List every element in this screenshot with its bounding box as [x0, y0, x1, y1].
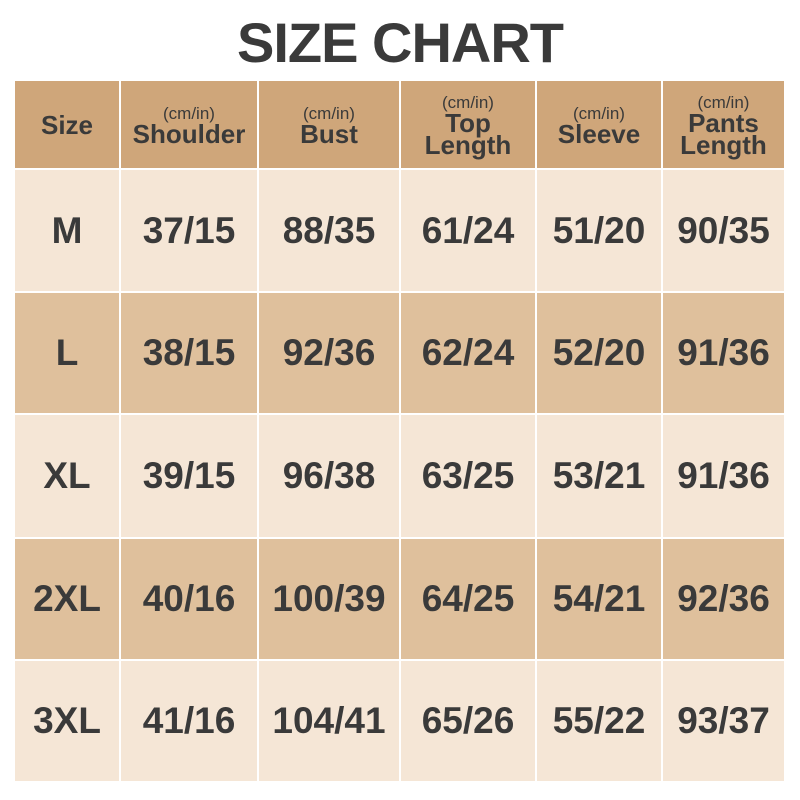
measurement-cell: 55/22 [537, 661, 661, 781]
measurement-cell: 65/26 [401, 661, 535, 781]
size-cell: 2XL [15, 539, 119, 659]
size-table: Size (cm/in) Shoulder (cm/in) Bust (cm/in) Top… [15, 81, 784, 781]
measurement-cell: 100/39 [259, 539, 399, 659]
size-cell: L [15, 293, 119, 413]
measurement-cell: 38/15 [121, 293, 257, 413]
header-cell: (cm/in) Bust [259, 81, 399, 168]
measurement-cell: 62/24 [401, 293, 535, 413]
header-cell: (cm/in) Top Length [401, 81, 535, 168]
size-cell: M [15, 170, 119, 291]
header-unit: (cm/in) [303, 103, 355, 123]
measurement-cell: 40/16 [121, 539, 257, 659]
measurement-cell: 96/38 [259, 415, 399, 537]
measurement-cell: 41/16 [121, 661, 257, 781]
measurement-cell: 39/15 [121, 415, 257, 537]
size-cell: XL [15, 415, 119, 537]
header-label: Sleeve [557, 118, 641, 149]
measurement-cell: 92/36 [259, 293, 399, 413]
measurement-cell: 104/41 [259, 661, 399, 781]
header-cell: (cm/in) Sleeve [537, 81, 661, 168]
measurement-cell: 61/24 [401, 170, 535, 291]
header-label: Size [40, 109, 94, 140]
measurement-cell: 90/35 [663, 170, 784, 291]
measurement-cell: 37/15 [121, 170, 257, 291]
header-cell: Size [15, 81, 119, 168]
measurement-cell: 53/21 [537, 415, 661, 537]
measurement-cell: 54/21 [537, 539, 661, 659]
measurement-cell: 92/36 [663, 539, 784, 659]
page-title: SIZE CHART [237, 11, 564, 74]
header-label: Shoulder [132, 118, 246, 149]
header-cell: (cm/in) Shoulder [121, 81, 257, 168]
header-unit: (cm/in) [573, 103, 625, 123]
header-cell: (cm/in) Pants Length [663, 81, 784, 168]
measurement-cell: 51/20 [537, 170, 661, 291]
header-label: Top Length [424, 107, 512, 160]
header-label: Bust [300, 118, 358, 149]
measurement-cell: 93/37 [663, 661, 784, 781]
measurement-cell: 52/20 [537, 293, 661, 413]
size-cell: 3XL [15, 661, 119, 781]
header-label: Pants Length [680, 107, 767, 160]
measurement-cell: 64/25 [401, 539, 535, 659]
measurement-cell: 63/25 [401, 415, 535, 537]
measurement-cell: 88/35 [259, 170, 399, 291]
header-unit: (cm/in) [163, 103, 215, 123]
header-unit: (cm/in) [442, 92, 494, 112]
header-unit: (cm/in) [697, 92, 750, 112]
measurement-cell: 91/36 [663, 293, 784, 413]
measurement-cell: 91/36 [663, 415, 784, 537]
